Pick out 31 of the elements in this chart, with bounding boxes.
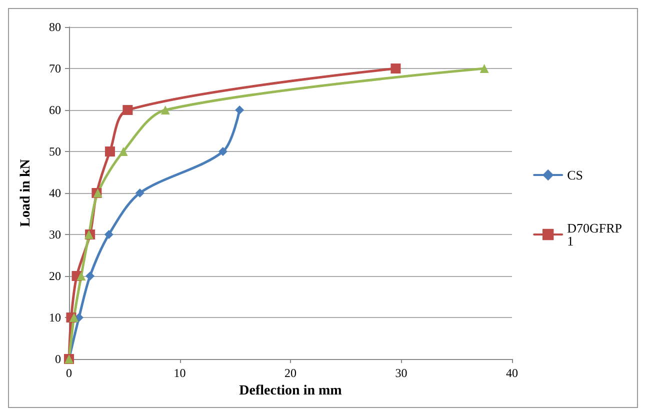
point bbox=[104, 230, 114, 239]
y-tick-label: 30 bbox=[49, 228, 61, 242]
point bbox=[235, 106, 244, 114]
point bbox=[122, 105, 133, 115]
y-axis-title: Load in kN bbox=[18, 159, 34, 227]
y-tick-label: 60 bbox=[49, 103, 61, 117]
y-tick-label: 80 bbox=[49, 20, 61, 34]
y-tick-label: 20 bbox=[49, 269, 61, 283]
y-tick-label: 40 bbox=[49, 186, 61, 200]
point bbox=[69, 313, 78, 322]
x-tick-label: 0 bbox=[66, 366, 72, 380]
point bbox=[160, 106, 170, 114]
y-tick-label: 50 bbox=[49, 144, 61, 158]
point bbox=[104, 146, 115, 156]
x-tick-label: 40 bbox=[506, 366, 518, 380]
y-tick-label: 10 bbox=[49, 310, 61, 324]
y-tick-label: 0 bbox=[55, 352, 61, 366]
point bbox=[86, 272, 95, 280]
point bbox=[218, 147, 228, 156]
x-axis-title: Deflection in mm bbox=[239, 383, 342, 398]
x-tick-label: 30 bbox=[395, 366, 408, 380]
legend-label: D70GFRP1 bbox=[567, 220, 622, 248]
point bbox=[135, 188, 144, 198]
x-tick-label: 10 bbox=[174, 366, 186, 380]
legend-label: CS bbox=[567, 168, 583, 182]
point bbox=[76, 272, 86, 280]
point bbox=[480, 64, 489, 73]
y-tick-label: 70 bbox=[49, 62, 61, 76]
point bbox=[390, 64, 401, 74]
x-tick-label: 20 bbox=[284, 366, 296, 380]
point bbox=[118, 147, 128, 156]
